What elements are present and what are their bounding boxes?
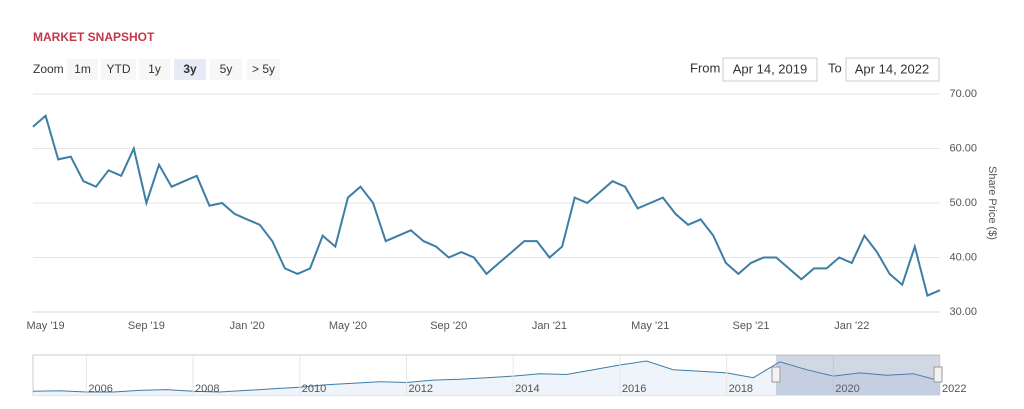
navigator-label: 2018 [729, 383, 753, 395]
zoom-button-label[interactable]: 1m [74, 62, 91, 76]
y-tick-label: 70.00 [949, 88, 977, 100]
zoom-button-label[interactable]: 3y [183, 62, 197, 76]
x-tick-label: Sep '20 [430, 320, 467, 332]
to-input[interactable] [845, 57, 940, 82]
zoom-button[interactable] [174, 59, 206, 80]
x-tick-label: Jan '21 [532, 320, 567, 332]
x-tick-label: Sep '21 [733, 320, 770, 332]
navigator-label: 2016 [622, 383, 646, 395]
zoom-button-label[interactable]: > 5y [252, 62, 275, 76]
y-axis-title: Share Price ($) [986, 166, 998, 240]
navigator-label: 2010 [302, 383, 326, 395]
to-label: To [828, 60, 842, 75]
from-label: From [690, 60, 720, 75]
navigator-label: 2012 [408, 383, 432, 395]
x-tick-label: Jan '20 [230, 320, 265, 332]
widget-title: MARKET SNAPSHOT [33, 30, 155, 44]
x-tick-label: Sep '19 [128, 320, 165, 332]
navigator-label: 2008 [195, 383, 219, 395]
navigator-handle[interactable] [771, 366, 781, 383]
to-date[interactable]: Apr 14, 2022 [855, 61, 929, 76]
y-tick-label: 40.00 [949, 251, 977, 263]
zoom-button[interactable] [139, 59, 170, 80]
zoom-button[interactable] [210, 59, 242, 80]
zoom-button[interactable] [101, 59, 136, 80]
navigator-label: 2020 [835, 383, 859, 395]
navigator-handle[interactable] [933, 366, 943, 383]
price-line [32, 114, 941, 297]
y-tick-label: 50.00 [949, 197, 977, 209]
x-tick-label: May '21 [631, 320, 669, 332]
y-tick-label: 30.00 [949, 306, 977, 318]
navigator-selection[interactable] [776, 355, 940, 395]
zoom-button-label[interactable]: 5y [220, 62, 233, 76]
x-tick-label: May '19 [27, 320, 65, 332]
zoom-button-label[interactable]: 1y [148, 62, 161, 76]
navigator-label: 2006 [88, 383, 112, 395]
x-tick-label: Jan '22 [834, 320, 869, 332]
navigator-label: 2014 [515, 383, 539, 395]
zoom-button[interactable] [247, 59, 280, 80]
navigator-label: 2022 [942, 383, 966, 395]
from-date[interactable]: Apr 14, 2019 [733, 61, 807, 76]
navigator-line [32, 360, 941, 393]
zoom-button-label[interactable]: YTD [107, 62, 131, 76]
x-tick-label: May '20 [329, 320, 367, 332]
zoom-button[interactable] [67, 59, 98, 80]
from-input[interactable] [722, 57, 818, 82]
y-tick-label: 60.00 [949, 142, 977, 154]
zoom-label: Zoom [33, 62, 64, 76]
